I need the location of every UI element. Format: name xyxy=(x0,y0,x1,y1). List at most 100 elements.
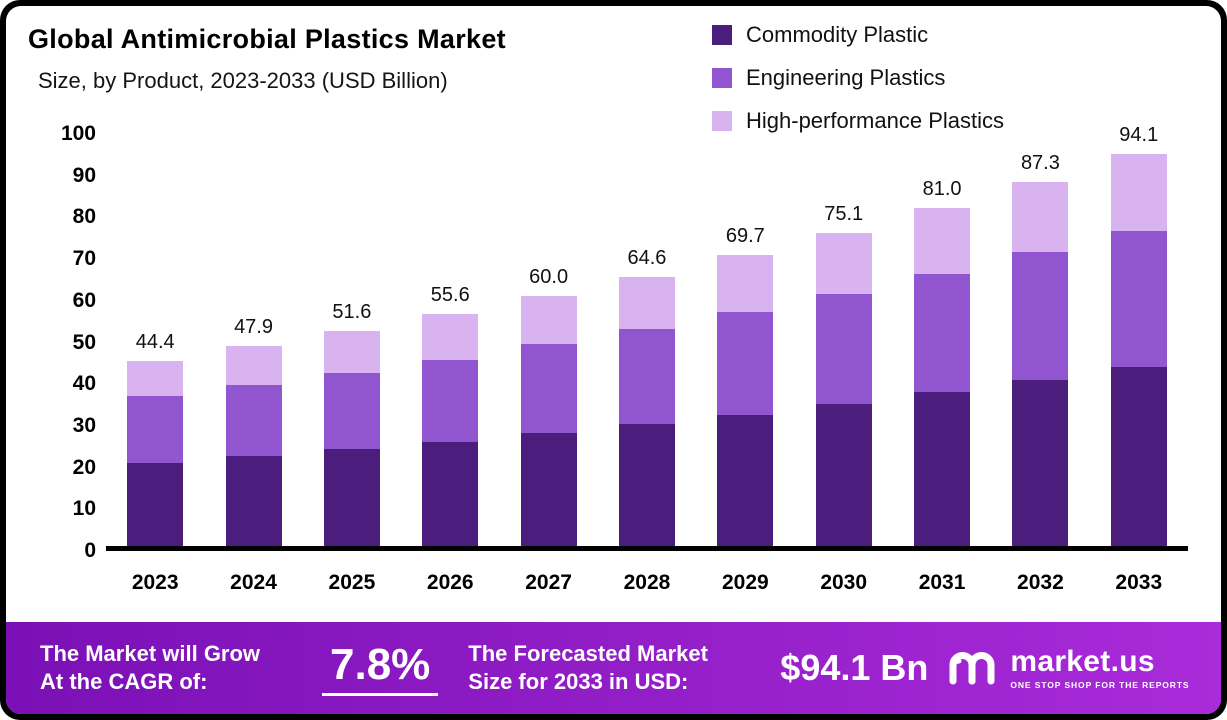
x-axis-label: 2032 xyxy=(1017,571,1064,594)
bar-segment xyxy=(323,372,380,450)
bar-stack xyxy=(323,330,380,546)
bar-segment xyxy=(127,360,184,397)
bar-stack xyxy=(914,208,971,546)
x-axis-label: 2029 xyxy=(721,571,769,594)
bar-stack xyxy=(127,360,184,546)
legend-swatch xyxy=(712,111,732,131)
chart-title: Global Antimicrobial Plastics Market xyxy=(28,24,506,54)
bar-segment xyxy=(225,346,282,386)
y-tick-label: 10 xyxy=(72,497,96,521)
bar-segment xyxy=(815,403,872,546)
brand-tagline: ONE STOP SHOP FOR THE REPORTS xyxy=(1010,679,1190,690)
brand-name: market.us xyxy=(1010,644,1155,678)
bar-segment xyxy=(1012,379,1069,546)
bar-group: 81.0 xyxy=(914,178,971,546)
x-axis-label: 2027 xyxy=(525,571,572,594)
legend-swatch xyxy=(712,25,732,45)
bar-segment xyxy=(422,441,479,546)
bar-group: 47.9 xyxy=(225,316,282,546)
y-tick-label: 40 xyxy=(72,372,96,396)
bar-total-label: 55.6 xyxy=(430,284,470,307)
bar-total-label: 94.1 xyxy=(1119,123,1159,146)
bar-segment xyxy=(520,295,577,345)
forecast-label: The Forecasted Market Size for 2033 in U… xyxy=(468,640,708,694)
x-axis-label: 2025 xyxy=(328,571,376,594)
forecast-value: $94.1 Bn xyxy=(780,647,929,688)
bar-group: 69.7 xyxy=(717,225,774,546)
bar-stack xyxy=(225,346,282,546)
brand-lockup: market.us ONE STOP SHOP FOR THE REPORTS xyxy=(946,645,1189,692)
bar-segment xyxy=(323,449,380,546)
bar-segment xyxy=(323,330,380,373)
bar-segment xyxy=(717,414,774,546)
x-axis-label: 2030 xyxy=(820,571,868,594)
brand-text: market.us ONE STOP SHOP FOR THE REPORTS xyxy=(1010,644,1190,690)
bar-stack xyxy=(618,276,675,546)
bar-segment xyxy=(717,312,774,415)
bar-segment xyxy=(1110,153,1167,231)
x-axis-label: 2033 xyxy=(1115,571,1163,594)
bar-segment xyxy=(1110,230,1167,368)
bar-total-label: 51.6 xyxy=(332,300,372,323)
legend-item: Engineering Plastics xyxy=(712,65,1004,91)
bar-segment xyxy=(1012,181,1069,253)
bar-group: 60.0 xyxy=(520,265,577,546)
bar-group: 51.6 xyxy=(323,300,380,546)
legend-label: Commodity Plastic xyxy=(746,22,929,47)
bar-total-label: 69.7 xyxy=(725,225,765,248)
bar-total-label: 47.9 xyxy=(234,316,273,339)
bar-stack xyxy=(1012,181,1069,546)
cagr-label: The Market will Grow At the CAGR of: xyxy=(40,640,261,694)
x-axis-label: 2026 xyxy=(426,571,474,594)
bar-stack xyxy=(1110,153,1167,546)
bar-segment xyxy=(127,396,184,463)
bar-total-label: 87.3 xyxy=(1020,151,1060,174)
bar-segment xyxy=(422,359,479,442)
bar-segment xyxy=(520,433,577,546)
x-axis-label: 2028 xyxy=(623,571,671,594)
bar-stack xyxy=(815,232,872,546)
bar-total-label: 44.4 xyxy=(135,330,175,353)
bar-segment xyxy=(618,423,675,546)
bar-stack xyxy=(520,295,577,546)
y-tick-label: 0 xyxy=(84,539,96,562)
y-tick-label: 20 xyxy=(72,455,96,479)
bar-segment xyxy=(1110,367,1167,546)
y-tick-label: 100 xyxy=(60,122,96,145)
footer-banner: The Market will Grow At the CAGR of: 7.8… xyxy=(6,622,1221,714)
x-axis-label: 2031 xyxy=(918,571,966,594)
bar-total-label: 75.1 xyxy=(824,202,864,225)
bar-segment xyxy=(717,255,774,313)
bar-segment xyxy=(618,276,675,329)
legend-item: Commodity Plastic xyxy=(712,22,1004,48)
bar-segment xyxy=(618,328,675,424)
bar-segment xyxy=(225,385,282,457)
y-tick-label: 70 xyxy=(72,247,96,271)
legend: Commodity Plastic Engineering Plastics Hig… xyxy=(712,22,1004,134)
bar-segment xyxy=(520,344,577,434)
y-tick-label: 30 xyxy=(72,413,96,437)
x-axis-label: 2023 xyxy=(131,571,179,594)
bars: 44.4 47.9 51.6 55.6 60.0 64.6 69.7 75.1 81.0 87.3… xyxy=(106,124,1188,546)
bar-total-label: 60.0 xyxy=(529,265,569,288)
bar-total-label: 81.0 xyxy=(922,178,962,201)
plot-area: 44.4 47.9 51.6 55.6 60.0 64.6 69.7 75.1 81.0 87.3… xyxy=(106,124,1188,551)
bar-segment xyxy=(914,391,971,546)
bar-stack xyxy=(717,255,774,546)
legend-label: Engineering Plastics xyxy=(746,65,946,90)
y-tick-label: 50 xyxy=(72,330,96,354)
x-axis-label: 2024 xyxy=(230,571,277,594)
bar-total-label: 64.6 xyxy=(627,246,667,269)
bar-segment xyxy=(127,462,184,546)
bar-segment xyxy=(1012,252,1069,380)
bar-stack xyxy=(422,314,479,546)
cagr-value: 7.8% xyxy=(322,640,439,696)
y-tick-label: 60 xyxy=(72,288,96,312)
x-axis-labels: 2023 2024 2025 2026 2027 2028 2029 2030 2031 2032… xyxy=(106,571,1188,595)
marketus-logo-icon xyxy=(946,645,1000,692)
bar-group: 55.6 xyxy=(422,284,479,546)
bar-segment xyxy=(914,274,971,392)
bar-group: 87.3 xyxy=(1012,151,1069,546)
legend-label: High-performance Plastics xyxy=(746,108,1004,133)
